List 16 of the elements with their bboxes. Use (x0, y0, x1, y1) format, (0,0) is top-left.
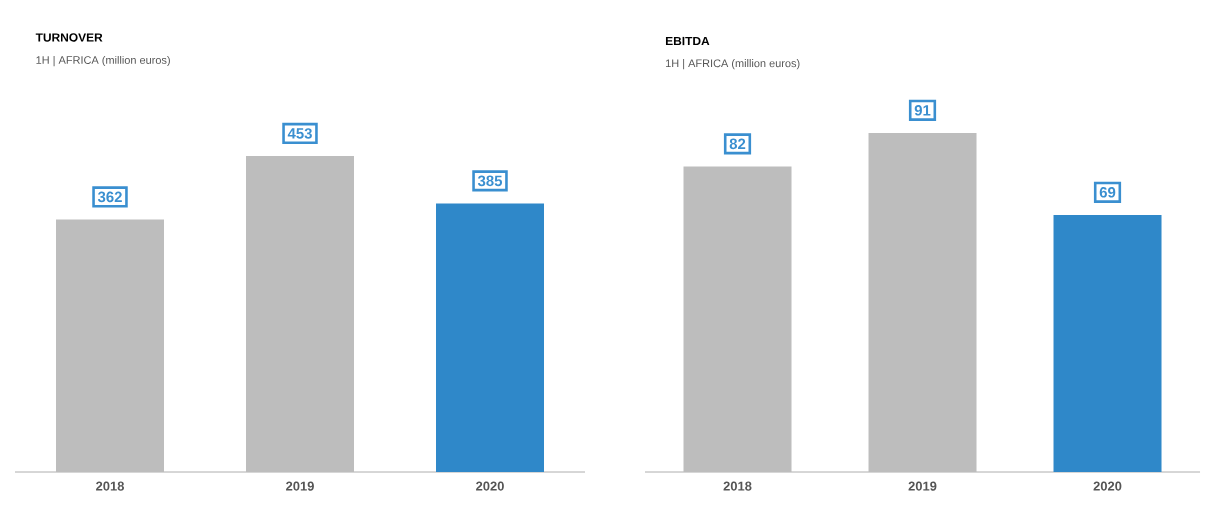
x-tick-label: 2019 (908, 481, 937, 491)
x-tick-label: 2019 (286, 481, 314, 491)
chart-title: EBITDA (665, 36, 710, 46)
x-tick-label: 2020 (476, 481, 504, 491)
chart-subtitle: 1H | AFRICA (million euros) (666, 59, 800, 70)
data-label: 69 (1099, 187, 1116, 198)
chart-title: TURNOVER (35, 33, 103, 42)
x-tick-label: 2020 (1093, 481, 1122, 491)
data-label: 91 (914, 105, 931, 116)
x-tick-label: 2018 (723, 481, 752, 491)
data-label: 362 (97, 191, 122, 203)
data-label: 385 (477, 175, 503, 187)
chart-subtitle: 1H | AFRICA (million euros) (36, 55, 170, 67)
x-tick-label: 2018 (96, 481, 125, 491)
data-label: 453 (287, 128, 312, 139)
data-label: 82 (729, 138, 746, 150)
